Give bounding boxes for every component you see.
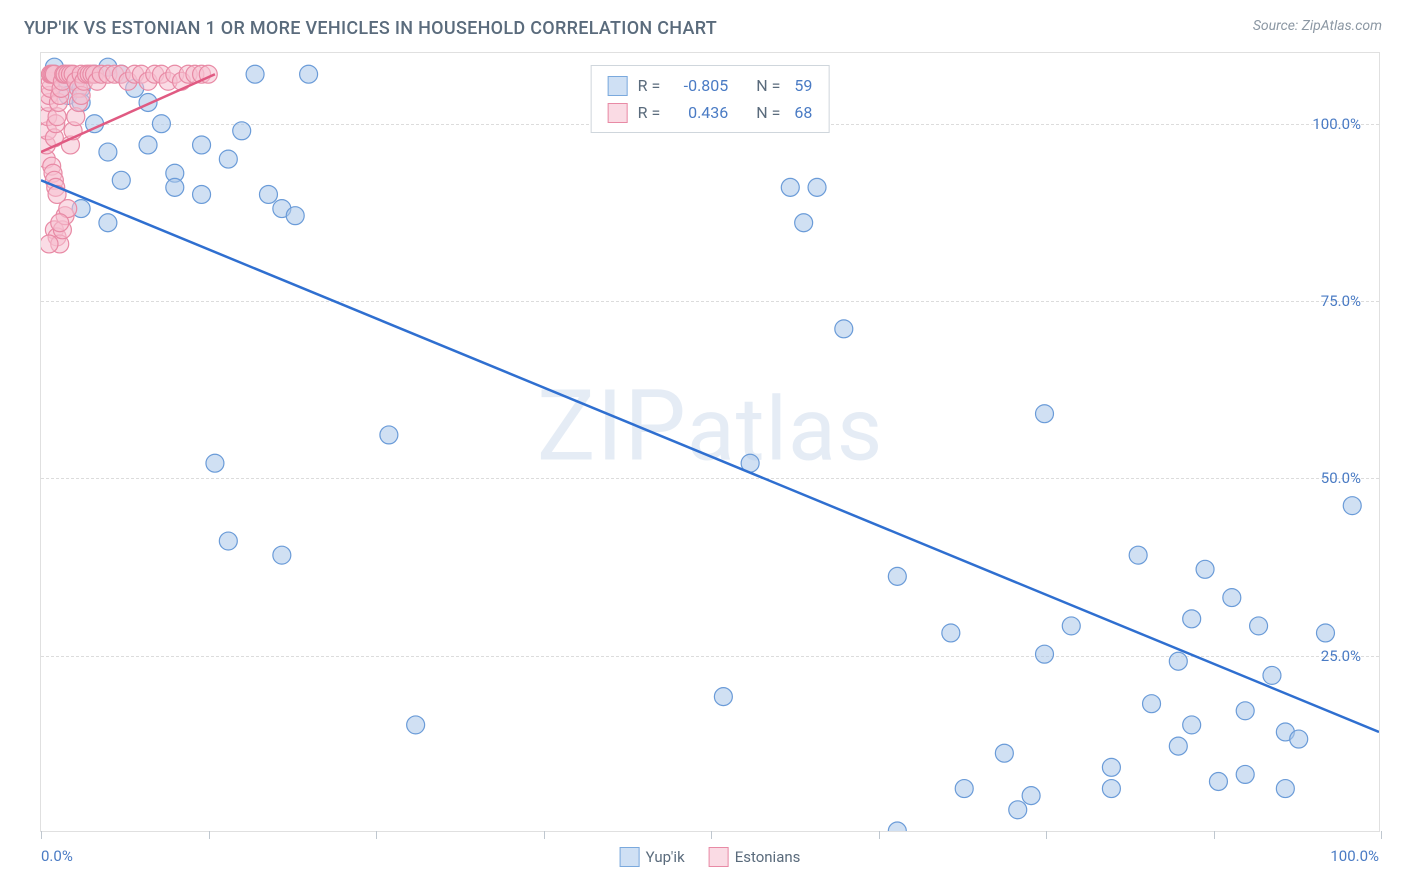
data-point — [1236, 702, 1254, 720]
data-point — [714, 688, 732, 706]
chart-title: YUP'IK VS ESTONIAN 1 OR MORE VEHICLES IN… — [24, 18, 717, 39]
r-value-estonians: 0.436 — [670, 99, 728, 126]
legend-swatch-estonians — [709, 847, 729, 867]
data-point — [246, 65, 264, 83]
x-tick — [1381, 831, 1382, 839]
data-point — [955, 780, 973, 798]
data-point — [300, 65, 318, 83]
data-point — [233, 122, 251, 140]
data-point — [1316, 624, 1334, 642]
data-point — [166, 178, 184, 196]
x-tick — [376, 831, 377, 839]
data-point — [139, 136, 157, 154]
data-point — [407, 716, 425, 734]
x-axis-max: 100.0% — [1330, 847, 1379, 865]
scatter-plot: ZIPatlas 25.0%50.0%75.0%100.0% R = -0.80… — [40, 52, 1380, 832]
data-point — [1143, 695, 1161, 713]
legend-swatch-estonians — [608, 103, 628, 123]
r-value-yupik: -0.805 — [670, 72, 728, 99]
data-point — [1102, 780, 1120, 798]
r-label: R = — [638, 99, 661, 126]
data-point — [781, 178, 799, 196]
data-point — [273, 546, 291, 564]
n-label: N = — [756, 99, 780, 126]
data-point — [51, 214, 69, 232]
data-point — [41, 235, 58, 253]
n-value-yupik: 59 — [794, 72, 812, 99]
series-legend: Yup'ik Estonians — [620, 847, 801, 867]
data-point — [1183, 610, 1201, 628]
data-point — [795, 214, 813, 232]
data-point — [286, 207, 304, 225]
x-tick — [711, 831, 712, 839]
data-point — [99, 143, 117, 161]
data-point — [219, 150, 237, 168]
data-point — [888, 567, 906, 585]
data-layer — [41, 53, 1379, 831]
x-tick — [41, 831, 42, 839]
legend-label-estonians: Estonians — [735, 848, 801, 866]
correlation-legend: R = -0.805 N = 59 R = 0.436 N = 68 — [591, 65, 830, 133]
data-point — [1129, 546, 1147, 564]
x-tick — [1046, 831, 1047, 839]
n-label: N = — [756, 72, 780, 99]
legend-swatch-yupik — [620, 847, 640, 867]
data-point — [1036, 405, 1054, 423]
x-tick — [1214, 831, 1215, 839]
data-point — [835, 320, 853, 338]
data-point — [1062, 617, 1080, 635]
data-point — [219, 532, 237, 550]
legend-item-yupik: Yup'ik — [620, 847, 685, 867]
data-point — [1102, 758, 1120, 776]
x-axis-min: 0.0% — [41, 847, 73, 865]
data-point — [942, 624, 960, 642]
data-point — [1036, 645, 1054, 663]
legend-label-yupik: Yup'ik — [646, 848, 685, 866]
data-point — [1183, 716, 1201, 734]
data-point — [1209, 773, 1227, 791]
legend-row-estonians: R = 0.436 N = 68 — [608, 99, 813, 126]
data-point — [888, 822, 906, 831]
legend-swatch-yupik — [608, 76, 628, 96]
data-point — [1236, 765, 1254, 783]
r-label: R = — [638, 72, 661, 99]
data-point — [99, 214, 117, 232]
n-value-estonians: 68 — [794, 99, 812, 126]
data-point — [380, 426, 398, 444]
legend-row-yupik: R = -0.805 N = 59 — [608, 72, 813, 99]
source-attribution: Source: ZipAtlas.com — [1253, 18, 1382, 34]
data-point — [995, 744, 1013, 762]
data-point — [1223, 589, 1241, 607]
x-tick — [879, 831, 880, 839]
data-point — [112, 171, 130, 189]
data-point — [808, 178, 826, 196]
data-point — [1250, 617, 1268, 635]
data-point — [1276, 780, 1294, 798]
x-tick — [209, 831, 210, 839]
data-point — [1169, 652, 1187, 670]
data-point — [193, 185, 211, 203]
trend-line — [41, 180, 1379, 732]
data-point — [1263, 666, 1281, 684]
x-tick — [544, 831, 545, 839]
legend-item-estonians: Estonians — [709, 847, 801, 867]
data-point — [1343, 497, 1361, 515]
data-point — [152, 115, 170, 133]
data-point — [1196, 560, 1214, 578]
data-point — [206, 454, 224, 472]
data-point — [259, 185, 277, 203]
data-point — [1169, 737, 1187, 755]
data-point — [193, 136, 211, 154]
data-point — [1022, 787, 1040, 805]
data-point — [1009, 801, 1027, 819]
data-point — [1290, 730, 1308, 748]
